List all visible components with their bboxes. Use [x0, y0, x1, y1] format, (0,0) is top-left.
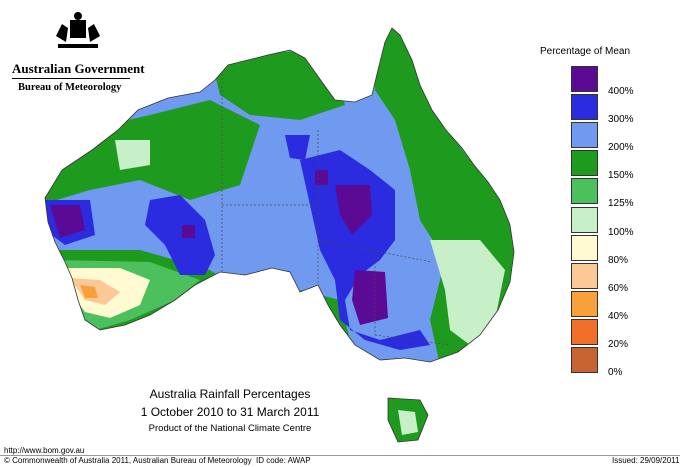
website-link[interactable]: http://www.bom.gov.au — [4, 446, 85, 455]
bureau-name: Bureau of Meteorology — [18, 82, 122, 93]
legend-swatch — [571, 318, 598, 345]
footer-divider — [0, 455, 680, 456]
map-producer: Product of the National Climate Centre — [148, 423, 312, 434]
legend-swatch — [571, 66, 598, 92]
map-title: Australia Rainfall Percentages — [149, 387, 311, 401]
copyright-text: © Commonwealth of Australia 2011, Austra… — [4, 456, 252, 465]
legend-swatch — [571, 234, 598, 261]
legend-swatch — [571, 178, 598, 205]
government-logo — [8, 6, 136, 96]
legend-label: 60% — [608, 282, 629, 294]
coat-of-arms-icon — [56, 12, 100, 48]
logo-divider — [12, 78, 130, 79]
legend-swatch — [571, 122, 598, 149]
legend-label: 20% — [608, 338, 629, 350]
footer: © Commonwealth of Australia 2011, Austra… — [0, 455, 680, 467]
legend-label: 80% — [608, 254, 629, 266]
legend-title: Percentage of Mean — [540, 46, 631, 57]
id-code: ID code: AWAP — [256, 456, 311, 465]
legend-label: 0% — [608, 367, 623, 378]
legend-label: 300% — [608, 114, 634, 126]
map-period: 1 October 2010 to 31 March 2011 — [140, 405, 320, 419]
legend-label: 100% — [608, 226, 634, 238]
legend-label: 200% — [608, 142, 634, 154]
legend-label: 400% — [608, 86, 634, 97]
legend-swatch — [571, 347, 598, 373]
legend-label: 150% — [608, 170, 634, 182]
issued-date: Issued: 29/09/2011 — [612, 456, 680, 465]
legend-label: 40% — [608, 310, 629, 322]
legend-swatch — [571, 206, 598, 233]
government-name: Australian Government — [12, 61, 145, 76]
legend-swatch — [571, 290, 598, 317]
legend-swatch — [571, 262, 598, 289]
legend-swatch — [571, 150, 598, 177]
legend-label: 125% — [608, 198, 634, 210]
legend-swatch — [571, 94, 598, 121]
